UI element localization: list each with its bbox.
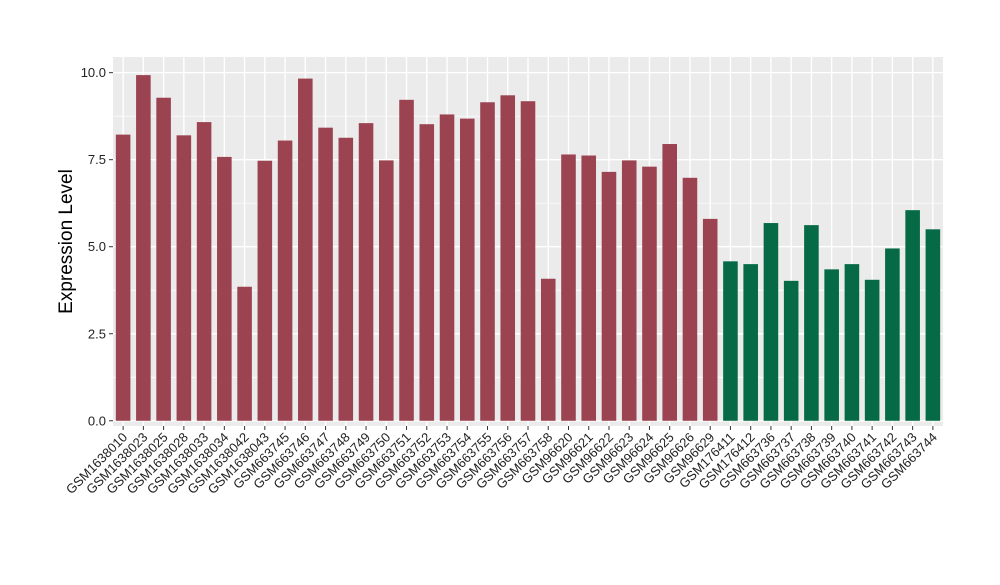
bar-GSM1638043 bbox=[257, 160, 273, 421]
bar-GSM663756 bbox=[500, 95, 516, 421]
bar-GSM176411 bbox=[723, 261, 738, 421]
bar-GSM663754 bbox=[459, 118, 475, 421]
bars bbox=[115, 75, 941, 421]
bar-GSM663747 bbox=[318, 127, 333, 421]
bar-GSM96624 bbox=[642, 166, 657, 421]
y-tick-label: 10.0 bbox=[81, 65, 106, 80]
bar-GSM1638010 bbox=[115, 134, 131, 421]
y-tick-label: 5.0 bbox=[88, 239, 106, 254]
bar-GSM663748 bbox=[338, 137, 354, 421]
bar-GSM663746 bbox=[298, 78, 313, 421]
bar-GSM96622 bbox=[601, 171, 617, 421]
y-axis-ticks: 0.0 2.5 5.0 7.5 10.0 bbox=[81, 65, 113, 428]
x-axis-ticks: GSM1638010GSM1638023GSM1638025GSM1638028… bbox=[63, 426, 940, 497]
bar-GSM663740 bbox=[844, 264, 860, 421]
bar-GSM663738 bbox=[804, 225, 819, 421]
bar-GSM663755 bbox=[480, 102, 495, 421]
bar-GSM663737 bbox=[783, 280, 799, 421]
y-tick-label: 2.5 bbox=[88, 326, 106, 341]
bar-GSM1638023 bbox=[136, 75, 151, 421]
bar-GSM663742 bbox=[885, 248, 900, 421]
y-tick-label: 7.5 bbox=[88, 152, 106, 167]
bar-GSM663749 bbox=[358, 123, 374, 421]
bar-GSM663743 bbox=[905, 210, 920, 421]
bar-GSM663758 bbox=[540, 278, 556, 421]
bar-GSM96620 bbox=[561, 154, 576, 421]
bar-GSM1638034 bbox=[217, 156, 232, 421]
bar-GSM1638033 bbox=[196, 122, 212, 421]
bar-GSM663741 bbox=[864, 279, 880, 421]
bar-GSM96629 bbox=[702, 218, 718, 421]
bar-GSM663751 bbox=[399, 99, 414, 421]
bar-GSM663750 bbox=[379, 160, 394, 421]
bar-GSM663745 bbox=[277, 140, 293, 421]
bar-GSM96625 bbox=[662, 144, 677, 421]
bar-GSM663744 bbox=[925, 229, 941, 421]
bar-GSM1638042 bbox=[237, 286, 252, 421]
bar-GSM1638028 bbox=[176, 135, 192, 421]
bar-GSM96626 bbox=[682, 177, 698, 421]
y-axis-title: Expression Level bbox=[56, 169, 77, 314]
bar-GSM663739 bbox=[824, 269, 839, 421]
bar-GSM96621 bbox=[581, 155, 597, 421]
y-tick-label: 0.0 bbox=[88, 413, 106, 428]
bar-GSM96623 bbox=[621, 160, 637, 421]
bar-GSM1638025 bbox=[156, 97, 171, 421]
bar-GSM663752 bbox=[419, 124, 435, 421]
bar-GSM663736 bbox=[763, 223, 779, 421]
bar-GSM663757 bbox=[520, 101, 536, 421]
bar-GSM176412 bbox=[743, 264, 758, 421]
bar-GSM663753 bbox=[439, 114, 455, 421]
